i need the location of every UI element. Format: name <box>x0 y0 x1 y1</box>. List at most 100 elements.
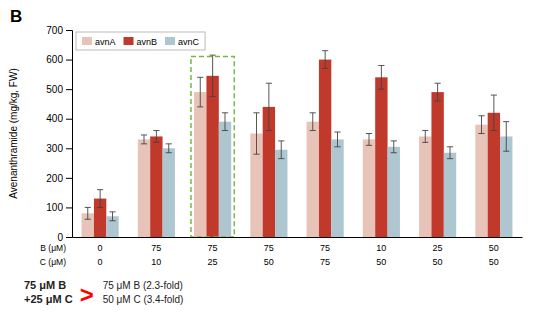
y-tick: 0 <box>57 232 72 243</box>
error-bar <box>391 141 397 153</box>
error-bar-cap <box>447 158 453 159</box>
error-bar-line <box>281 141 282 159</box>
y-tick-mark <box>66 89 72 90</box>
error-bar-cap <box>366 133 372 134</box>
x-tick-label: 0 <box>98 257 103 267</box>
x-tick-label: 75 <box>151 243 161 253</box>
plot-area: 0100200300400500600700007510752575507575… <box>40 25 523 267</box>
bar <box>163 148 175 237</box>
error-bar <box>422 131 428 143</box>
x-tick-label: 10 <box>151 257 161 267</box>
error-bar <box>310 113 316 131</box>
error-bar-cap <box>378 65 384 66</box>
y-tick-mark <box>66 30 72 31</box>
bar <box>488 113 500 237</box>
error-bar-cap <box>85 219 91 220</box>
x-tick-label: 50 <box>264 257 274 267</box>
error-bar <box>478 116 484 134</box>
error-bar-line <box>437 83 438 101</box>
y-tick-mark <box>66 60 72 61</box>
error-bar <box>153 131 159 143</box>
error-bar <box>447 147 453 159</box>
error-bar-line <box>112 212 113 221</box>
error-bar-line <box>381 65 382 89</box>
bar <box>319 60 331 237</box>
error-bar-line <box>325 51 326 69</box>
error-bar-cap <box>97 207 103 208</box>
error-bar-line <box>225 113 226 131</box>
bar <box>194 92 206 237</box>
error-bar <box>222 113 228 131</box>
legend-label: avnC <box>178 37 200 47</box>
bar <box>475 125 487 237</box>
y-axis: 0100200300400500600700 <box>46 25 72 243</box>
annotation: 50 μM C (3.4-fold) <box>103 294 184 305</box>
y-tick-mark <box>66 207 72 208</box>
error-bar-cap <box>503 151 509 152</box>
series <box>94 51 500 237</box>
error-bar-cap <box>141 143 147 144</box>
bar <box>388 147 400 237</box>
error-bar-line <box>425 131 426 143</box>
error-bar <box>141 135 147 144</box>
y-axis-title: Avenanthramide (mg/kg, FW) <box>8 68 19 198</box>
y-tick: 400 <box>46 113 72 124</box>
y-tick: 200 <box>46 173 72 184</box>
y-tick: 600 <box>46 54 72 65</box>
title: B <box>10 7 22 26</box>
y-tick-label: 200 <box>46 173 63 184</box>
legend-label: avnB <box>137 37 158 47</box>
error-bar <box>166 144 172 153</box>
y-tick-label: 400 <box>46 113 63 124</box>
y-tick-label: 500 <box>46 84 63 95</box>
error-bar-line <box>212 55 213 96</box>
error-bar <box>266 83 272 130</box>
error-bar-cap <box>322 50 328 51</box>
error-bar-line <box>481 116 482 134</box>
error-bar-cap <box>478 115 484 116</box>
x-axis <box>73 237 523 238</box>
error-bar-cap <box>478 133 484 134</box>
error-bar <box>378 65 384 89</box>
error-bar <box>278 141 284 159</box>
error-bar-cap <box>278 158 284 159</box>
x-tick-label: 0 <box>98 243 103 253</box>
y-tick-mark <box>66 119 72 120</box>
error-bar-cap <box>109 220 115 221</box>
error-bar <box>322 51 328 69</box>
bar <box>307 122 319 237</box>
legend: avnAavnBavnC <box>76 32 205 50</box>
x-tick-label: 25 <box>208 257 218 267</box>
legend-swatch <box>165 37 175 45</box>
error-bar-cap <box>422 130 428 131</box>
bar <box>138 139 150 237</box>
error-bar-cap <box>253 154 259 155</box>
x-tick-label: 50 <box>376 257 386 267</box>
error-bar-cap <box>310 130 316 131</box>
x-tick-label: 25 <box>433 243 443 253</box>
error-bar-cap <box>210 55 216 56</box>
bar <box>331 139 343 237</box>
bar <box>431 92 443 237</box>
error-bar-line <box>200 77 201 107</box>
error-bar-cap <box>503 121 509 122</box>
error-bar-cap <box>322 68 328 69</box>
highlight-box <box>191 57 234 237</box>
x-row-title: B (μM) <box>40 243 66 253</box>
marks <box>82 51 513 237</box>
x-tick-label: 75 <box>320 257 330 267</box>
y-tick-mark <box>66 148 72 149</box>
error-bar <box>97 190 103 208</box>
error-bar-cap <box>97 189 103 190</box>
error-bar-cap <box>197 106 203 107</box>
error-bar-cap <box>253 112 259 113</box>
error-bar <box>85 207 91 219</box>
x-tick-label: 75 <box>320 243 330 253</box>
error-bar-cap <box>109 211 115 212</box>
bar <box>206 76 218 237</box>
bar <box>375 77 387 237</box>
bar <box>150 136 162 237</box>
error-bar-line <box>312 113 313 131</box>
y-tick: 300 <box>46 143 72 154</box>
annotation: > <box>80 281 94 308</box>
